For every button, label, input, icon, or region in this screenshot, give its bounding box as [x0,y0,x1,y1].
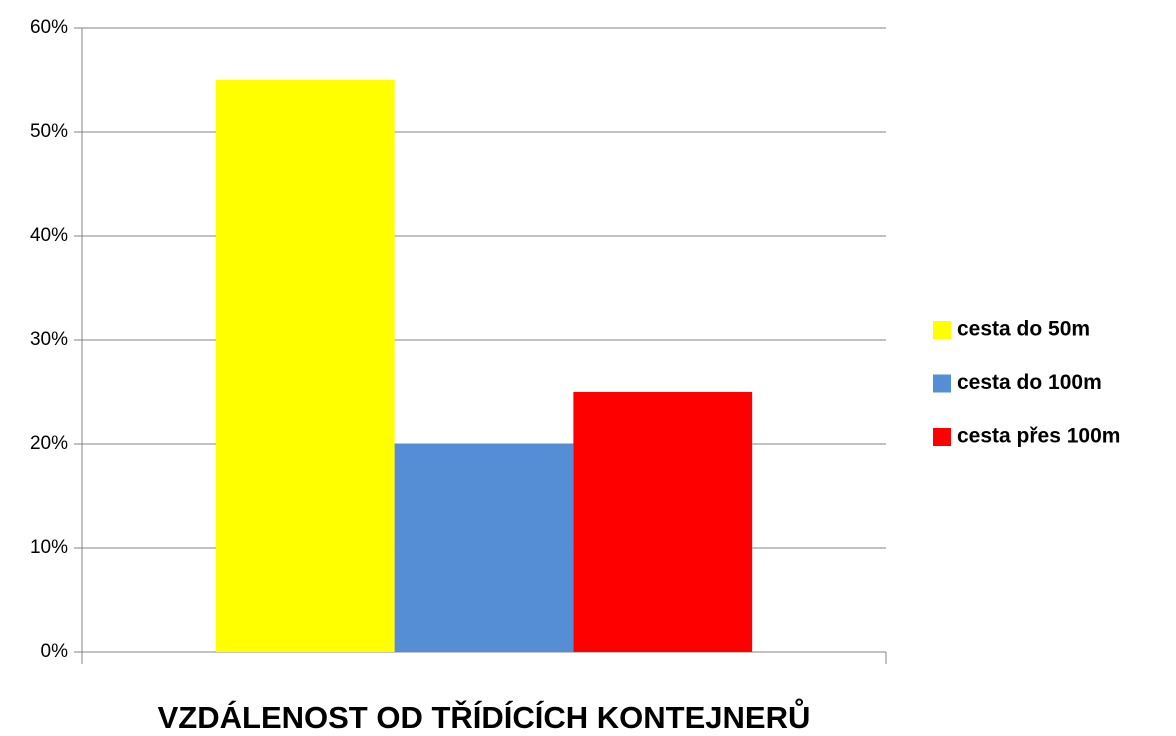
y-tick-label: 0% [41,641,69,662]
y-tick-label: 40% [30,225,68,246]
y-tick-label: 30% [30,329,68,350]
y-tick-label: 50% [30,121,68,142]
y-tick-label: 60% [30,17,68,38]
y-tick-label: 10% [30,537,68,558]
legend-label: cesta přes 100m [957,425,1120,448]
legend-label: cesta do 50m [957,318,1090,341]
bar [394,444,574,652]
legend-label: cesta do 100m [957,371,1102,394]
bar [573,392,753,652]
legend-swatch [933,321,951,339]
legend-swatch [933,374,951,393]
bar [215,80,395,652]
x-axis-title: VZDÁLENOST OD TŘÍDÍCÍCH KONTEJNERŮ [158,697,811,735]
y-tick-label: 20% [30,433,68,454]
legend-swatch [933,428,951,446]
